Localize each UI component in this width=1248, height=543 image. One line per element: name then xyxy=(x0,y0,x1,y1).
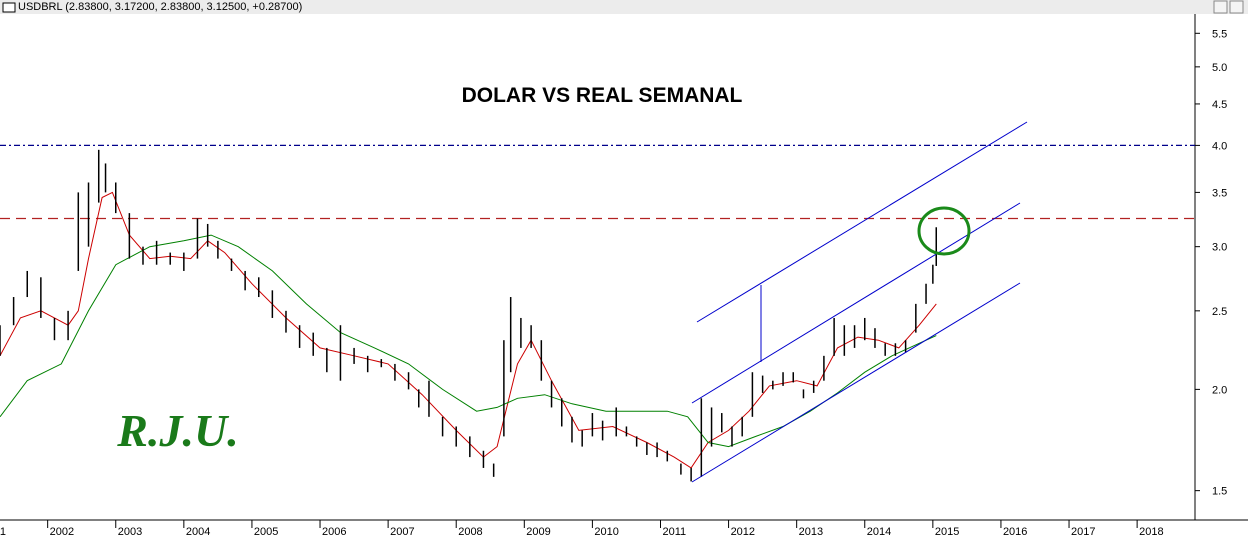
y-tick-label: 1.5 xyxy=(1212,486,1227,498)
x-tick-label: 2015 xyxy=(935,526,959,538)
channel-line xyxy=(691,282,1021,483)
y-tick-label: 2.0 xyxy=(1212,384,1227,396)
x-tick-label: 2008 xyxy=(458,526,482,538)
highlight-circle xyxy=(917,206,971,256)
y-tick-label: 4.0 xyxy=(1212,140,1227,152)
x-tick-label: 2018 xyxy=(1139,526,1163,538)
plot xyxy=(0,144,1195,482)
y-tick-label: 5.5 xyxy=(1212,28,1227,40)
watermark: R.J.U. xyxy=(116,405,238,456)
chart-title: DOLAR VS REAL SEMANAL xyxy=(462,84,743,107)
x-tick-label: 2002 xyxy=(50,526,74,538)
y-tick-label: 2.5 xyxy=(1212,306,1227,318)
x-tick-label: 2004 xyxy=(186,526,210,538)
close-button[interactable] xyxy=(1229,0,1244,14)
menu-button[interactable] xyxy=(1213,0,1228,14)
symbol-label: USDBRL (2.83800, 3.17200, 2.83800, 3.125… xyxy=(18,1,302,13)
channel xyxy=(691,121,1028,483)
x-tick-label: 2003 xyxy=(118,526,142,538)
x-tick-label: 2012 xyxy=(731,526,755,538)
header-icon xyxy=(2,2,16,13)
x-tick-label: 2009 xyxy=(526,526,550,538)
x-tick-label: 2013 xyxy=(799,526,823,538)
x-tick-label: 2016 xyxy=(1003,526,1027,538)
x-tick-label: 2011 xyxy=(662,526,686,538)
x-tick-label: 2005 xyxy=(254,526,278,538)
x-tick-label: 2014 xyxy=(867,526,891,538)
channel-line xyxy=(691,202,1021,404)
channel-line xyxy=(696,121,1028,323)
x-tick-label: 2007 xyxy=(390,526,414,538)
y-tick-label: 3.5 xyxy=(1212,187,1227,199)
y-tick-label: 3.0 xyxy=(1212,242,1227,254)
y-tick-label: 5.0 xyxy=(1212,62,1227,74)
x-tick-label: 2017 xyxy=(1071,526,1095,538)
x-tick-label: 2006 xyxy=(322,526,346,538)
y-tick-label: 4.5 xyxy=(1212,99,1227,111)
header-bar xyxy=(0,0,1248,14)
x-tick-label: 2010 xyxy=(594,526,618,538)
x-tick-label: 2001 xyxy=(0,526,6,538)
